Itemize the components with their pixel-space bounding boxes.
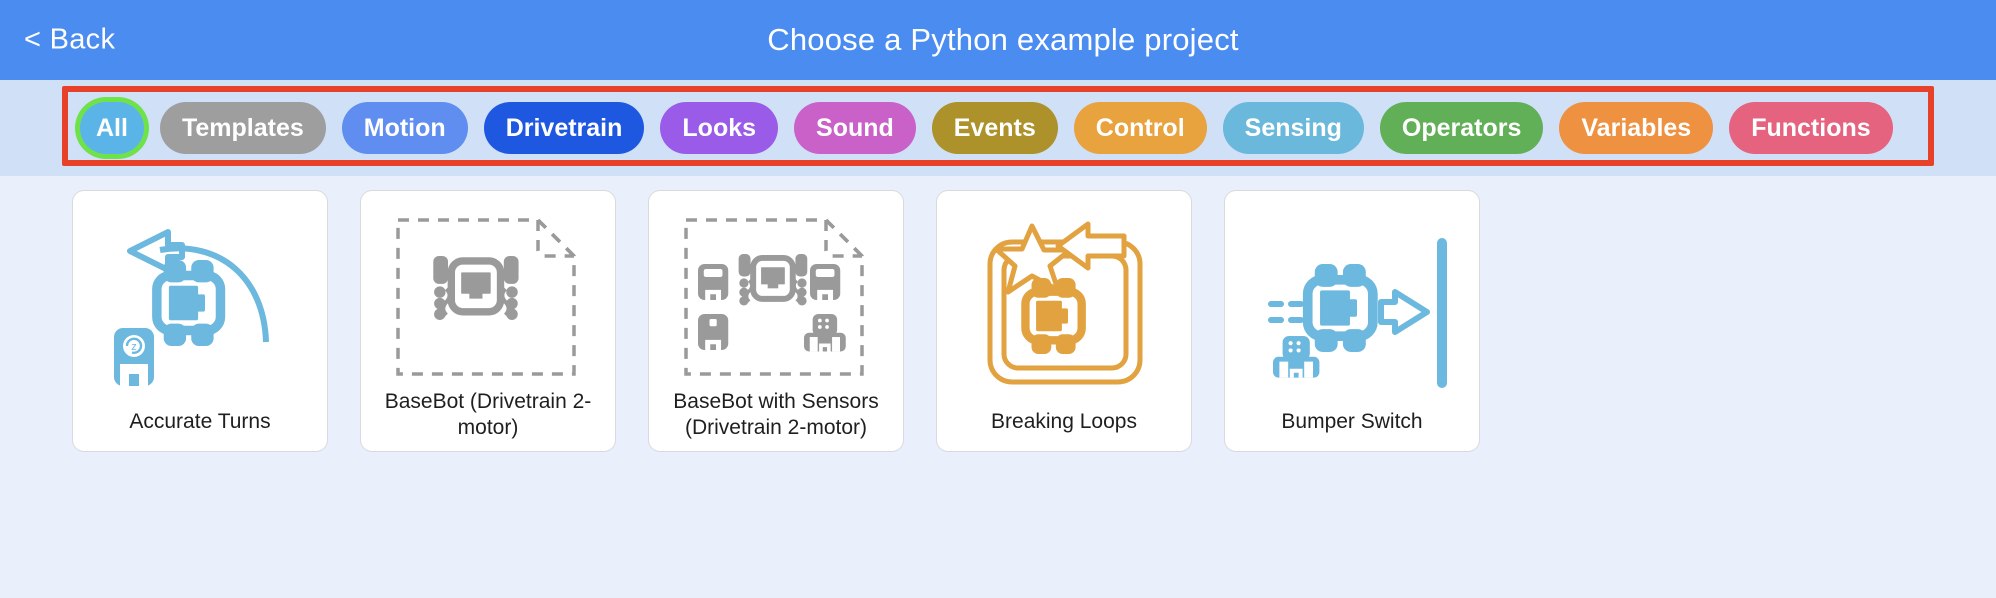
category-chip-all[interactable]: All bbox=[80, 102, 144, 154]
category-chip-looks[interactable]: Looks bbox=[660, 102, 779, 154]
basebot-with-sensors-icon bbox=[649, 191, 903, 389]
category-chip-sensing[interactable]: Sensing bbox=[1222, 102, 1364, 154]
project-card-title: BaseBot (Drivetrain 2-motor) bbox=[384, 389, 592, 439]
project-card-title: Breaking Loops bbox=[991, 409, 1137, 433]
category-chip-events[interactable]: Events bbox=[931, 102, 1058, 154]
category-chip-control[interactable]: Control bbox=[1073, 102, 1207, 154]
project-card[interactable]: BaseBot with Sensors (Drivetrain 2-motor… bbox=[648, 190, 904, 452]
category-chip-templates[interactable]: Templates bbox=[159, 102, 326, 154]
project-card-grid: z Accurate Turns BaseBot (Drivetr bbox=[0, 190, 1996, 452]
robot-bumper-wall-icon bbox=[1225, 191, 1479, 409]
page-header: < Back Choose a Python example project bbox=[0, 0, 1996, 80]
category-chip-functions[interactable]: Functions bbox=[1729, 102, 1893, 154]
loop-star-robot-icon bbox=[937, 191, 1191, 409]
category-chip-variables[interactable]: Variables bbox=[1559, 102, 1714, 154]
svg-text:z: z bbox=[131, 341, 137, 353]
project-card-title: Accurate Turns bbox=[129, 409, 271, 433]
category-chip-drivetrain[interactable]: Drivetrain bbox=[483, 102, 645, 154]
category-filter-bar: All Templates Motion Drivetrain Looks Sound Ev… bbox=[0, 80, 1996, 176]
category-chip-sound[interactable]: Sound bbox=[794, 102, 916, 154]
category-chip-list: All Templates Motion Drivetrain Looks Sound Ev… bbox=[0, 80, 1996, 176]
category-chip-motion[interactable]: Motion bbox=[341, 102, 468, 154]
category-chip-operators[interactable]: Operators bbox=[1379, 102, 1544, 154]
project-card-title: Bumper Switch bbox=[1281, 409, 1423, 433]
project-grid-area: z Accurate Turns BaseBot (Drivetr bbox=[0, 176, 1996, 598]
page-title: Choose a Python example project bbox=[767, 22, 1239, 57]
robot-turn-arrow-icon: z bbox=[73, 191, 327, 409]
project-card[interactable]: Breaking Loops bbox=[936, 190, 1192, 452]
back-button[interactable]: < Back bbox=[18, 20, 121, 61]
project-card[interactable]: BaseBot (Drivetrain 2-motor) bbox=[360, 190, 616, 452]
project-card[interactable]: z Accurate Turns bbox=[72, 190, 328, 452]
basebot-robot-icon bbox=[361, 191, 615, 389]
project-card-title: BaseBot with Sensors (Drivetrain 2-motor… bbox=[673, 389, 879, 439]
project-card[interactable]: Bumper Switch bbox=[1224, 190, 1480, 452]
